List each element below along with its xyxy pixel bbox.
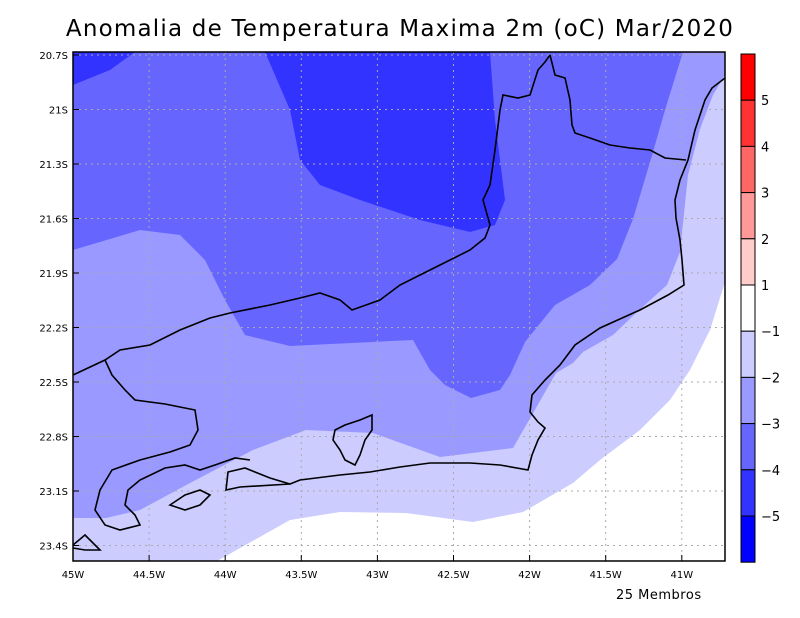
colorbar-swatch (740, 376, 756, 425)
state-border-mg-rj (73, 54, 551, 376)
colorbar-label: −3 (761, 418, 780, 433)
colorbar-label: 1 (761, 279, 769, 294)
coastline (225, 77, 725, 492)
lat-tick-label: 23.1S (39, 487, 68, 498)
lon-tick-label: 42.5W (437, 570, 469, 581)
longitude-axis: 45W 44.5W 44W 43.5W 43W 42.5W 42W 41.5W 41W (62, 555, 693, 581)
lat-tick-label: 20.7S (39, 51, 68, 62)
colorbar: 5 4 3 2 1 −1 −2 −3 −4 −5 (740, 53, 780, 563)
guanabara-bay (332, 413, 373, 467)
colorbar-swatch (740, 145, 756, 194)
plot-frame (72, 51, 726, 562)
ilha-grande (168, 489, 212, 511)
colorbar-swatch (740, 99, 756, 147)
lat-tick-label: 22.8S (39, 433, 68, 444)
lat-tick-label: 21.9S (39, 269, 68, 280)
coastline-sp (73, 533, 102, 551)
anomaly-fill-minus2-minus1 (73, 75, 725, 561)
lat-tick-label: 22.2S (39, 324, 68, 335)
colorbar-swatch (740, 515, 756, 563)
lon-tick-label: 44.5W (133, 570, 165, 581)
colorbar-label: −1 (761, 325, 780, 340)
lon-tick-label: 41W (670, 570, 693, 581)
lat-tick-label: 21S (49, 106, 68, 117)
state-border-es (549, 54, 687, 161)
colorbar-swatch (740, 284, 756, 332)
lat-tick-label: 22.5S (39, 378, 68, 389)
colorbar-label: −2 (761, 371, 780, 386)
lat-tick-label: 23.4S (39, 542, 68, 553)
colorbar-label: −4 (761, 464, 780, 479)
lon-tick-label: 43.5W (285, 570, 317, 581)
map-title: Anomalia de Temperatura Maxima 2m (oC) M… (65, 16, 735, 42)
lat-tick-label: 21.3S (39, 160, 68, 171)
colorbar-swatch (740, 192, 756, 240)
lon-tick-label: 43W (366, 570, 389, 581)
lon-tick-label: 45W (62, 570, 85, 581)
colorbar-swatch (740, 469, 756, 517)
lat-tick-label: 21.6S (39, 215, 68, 226)
latitude-axis: 20.7S 21S 21.3S 21.6S 21.9S 22.2S 22.5S 22.8S 23… (39, 51, 79, 553)
ensemble-members-label: 25 Membros (616, 588, 702, 603)
lon-tick-label: 44W (214, 570, 237, 581)
colorbar-swatch (740, 238, 756, 286)
colorbar-label: 3 (761, 187, 769, 202)
colorbar-label: 5 (761, 94, 769, 109)
colorbar-label: −5 (761, 510, 780, 525)
state-border-sp-rj (94, 359, 251, 531)
lon-tick-label: 41.5W (590, 570, 622, 581)
anomaly-fill-minus5-minus4 (73, 52, 135, 85)
anomaly-fill-minus1-plus1 (217, 282, 725, 561)
anomaly-fill-minus5-minus4 (265, 52, 505, 232)
grid-lines (73, 52, 725, 561)
colorbar-swatch (740, 53, 756, 101)
colorbar-label: 2 (761, 233, 769, 248)
colorbar-label: 4 (761, 140, 769, 155)
colorbar-swatch (740, 330, 756, 378)
lon-tick-label: 42W (518, 570, 541, 581)
colorbar-swatch (740, 423, 756, 471)
coastline-and-borders (73, 54, 725, 551)
